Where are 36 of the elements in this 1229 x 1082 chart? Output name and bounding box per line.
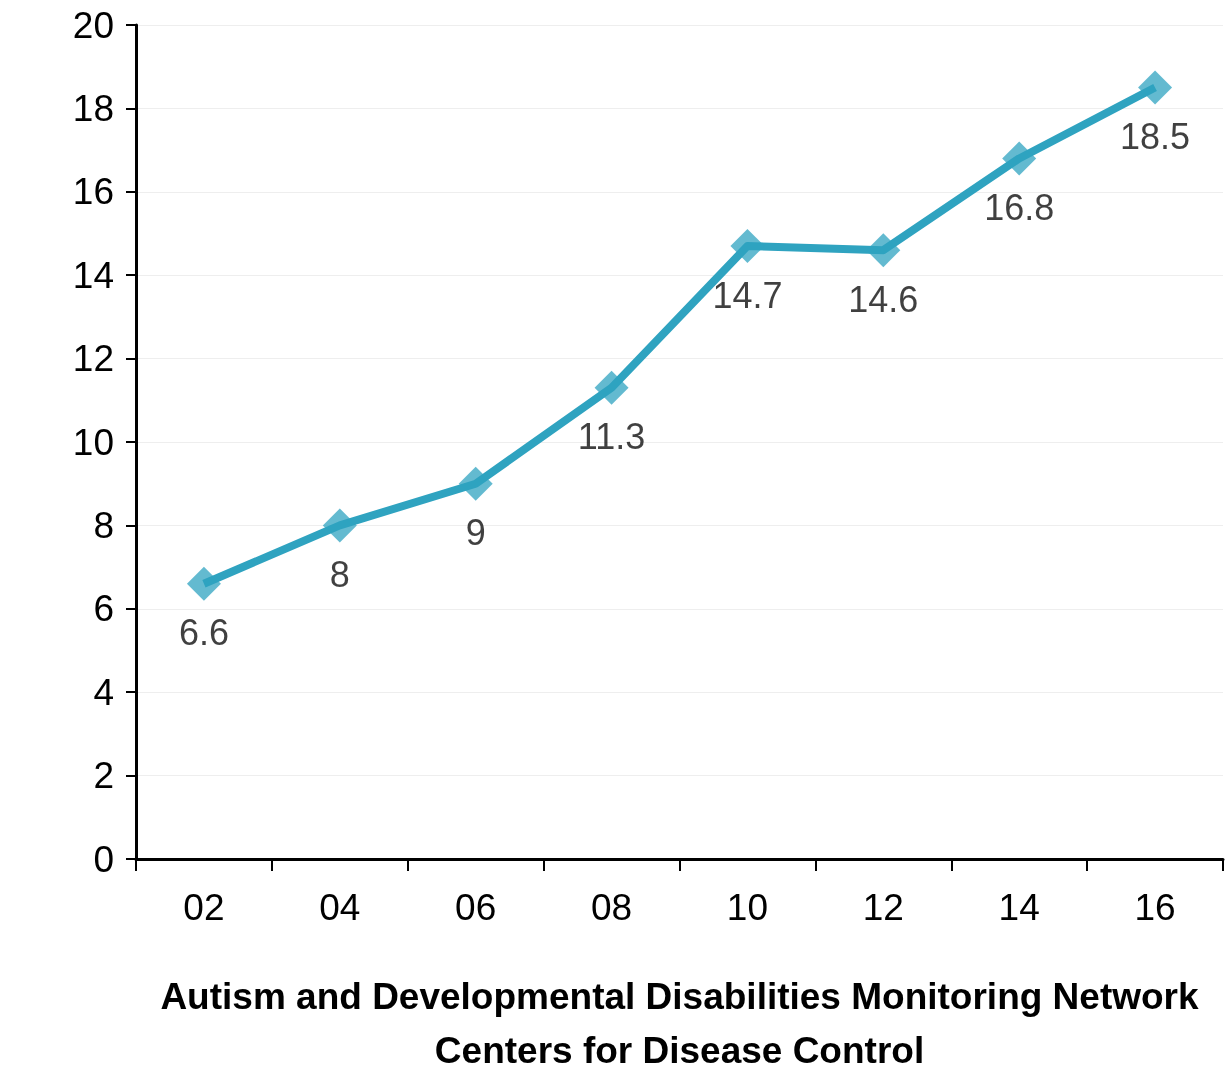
y-tick-label: 2 <box>93 755 114 797</box>
data-label: 9 <box>465 512 486 554</box>
data-label: 14.7 <box>712 274 783 316</box>
x-tick-label: 16 <box>1134 887 1176 928</box>
y-tick-label: 8 <box>93 504 114 546</box>
x-tick-label: 02 <box>183 887 225 928</box>
point <box>322 508 357 543</box>
point <box>1002 141 1037 176</box>
y-tick-label: 6 <box>93 588 114 630</box>
x-tick-label: 08 <box>590 887 633 928</box>
data-label: 18.5 <box>1120 116 1191 158</box>
data-label: 16.8 <box>984 186 1055 228</box>
y-tick-label: 20 <box>72 4 114 46</box>
x-tick-label: 04 <box>319 887 361 928</box>
y-tick-label: 10 <box>72 421 114 463</box>
y-tick-label: 14 <box>72 254 114 296</box>
point <box>1138 70 1173 105</box>
x-tick-label: 14 <box>998 887 1040 928</box>
data-label: 6.6 <box>178 612 229 654</box>
x-axis-title: Autism and Developmental Disabilities Monitoring Network Centers for Disease Control <box>160 975 1200 1071</box>
data-label: 8 <box>329 553 350 595</box>
x-tick-label: 10 <box>726 887 769 928</box>
y-tick-label: 4 <box>93 671 114 713</box>
point <box>594 370 629 405</box>
point <box>866 233 901 268</box>
y-tick-label: 12 <box>72 338 114 380</box>
point <box>186 566 221 601</box>
data-label: 14.6 <box>848 278 919 320</box>
y-tick-label: 16 <box>72 171 114 213</box>
point <box>458 466 493 501</box>
y-tick-label: 0 <box>93 838 114 880</box>
y-tick-label: 18 <box>72 87 114 129</box>
point <box>730 229 765 264</box>
x-tick-label: 06 <box>455 887 497 928</box>
data-label: 11.3 <box>577 416 646 458</box>
x-tick-label: 12 <box>862 887 904 928</box>
